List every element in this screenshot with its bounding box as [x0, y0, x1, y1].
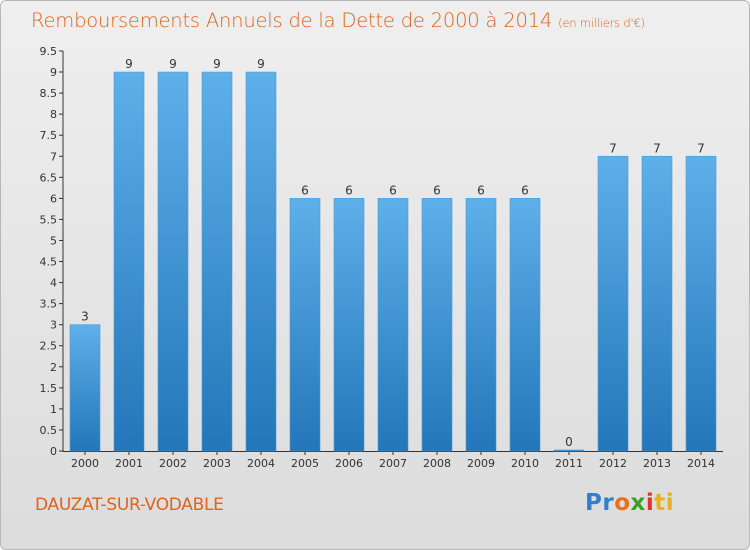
x-tick-label: 2009: [467, 457, 495, 470]
bar-value-label: 9: [257, 57, 265, 71]
bar-value-label: 7: [609, 141, 617, 155]
bar: [333, 198, 365, 452]
bar: [201, 71, 233, 452]
y-tick-label: 9.5: [40, 45, 58, 58]
y-tick-label: 7.5: [40, 129, 58, 142]
bar: [465, 198, 497, 452]
bar-value-label: 6: [521, 183, 529, 197]
x-tick-label: 2000: [71, 457, 99, 470]
y-tick-label: 4.5: [40, 256, 58, 269]
y-tick-label: 3.5: [40, 298, 58, 311]
bar: [641, 155, 673, 452]
y-tick-label: 0: [50, 445, 57, 458]
x-tick-label: 2010: [511, 457, 539, 470]
bar: [597, 155, 629, 452]
y-tick-label: 3: [50, 319, 57, 332]
chart-title: Remboursements Annuels de la Dette de 20…: [31, 9, 645, 32]
y-tick-label: 6.5: [40, 171, 58, 184]
bar-value-label: 6: [433, 183, 441, 197]
y-tick-label: 2.5: [40, 340, 58, 353]
bar: [685, 155, 717, 452]
x-tick-label: 2013: [643, 457, 671, 470]
bar-value-label: 7: [653, 141, 661, 155]
bar: [113, 71, 145, 452]
x-tick-label: 2012: [599, 457, 627, 470]
y-tick-label: 8: [50, 108, 57, 121]
y-tick-label: 0.5: [40, 424, 58, 437]
x-tick-label: 2002: [159, 457, 187, 470]
y-tick-label: 9: [50, 66, 57, 79]
y-tick-label: 7: [50, 150, 57, 163]
bar: [377, 198, 409, 452]
x-tick-label: 2003: [203, 457, 231, 470]
x-tick-label: 2008: [423, 457, 451, 470]
x-tick-label: 2004: [247, 457, 275, 470]
bar: [421, 198, 453, 452]
x-tick-label: 2001: [115, 457, 143, 470]
bar: [553, 449, 585, 452]
y-tick-label: 5.5: [40, 213, 58, 226]
x-tick-label: 2014: [687, 457, 715, 470]
y-tick-label: 6: [50, 192, 57, 205]
x-tick-label: 2006: [335, 457, 363, 470]
bar-value-label: 6: [477, 183, 485, 197]
bar-value-label: 6: [301, 183, 309, 197]
bar-value-label: 6: [389, 183, 397, 197]
bar: [157, 71, 189, 452]
bar-value-label: 6: [345, 183, 353, 197]
x-tick-label: 2005: [291, 457, 319, 470]
y-tick-label: 2: [50, 361, 57, 374]
bar: [509, 198, 541, 452]
bar-value-label: 0: [565, 435, 573, 449]
bar-value-label: 9: [213, 57, 221, 71]
bar-value-label: 9: [169, 57, 177, 71]
bar: [69, 324, 101, 452]
proxiti-logo: Proxiti: [585, 490, 675, 516]
y-tick-label: 8.5: [40, 87, 58, 100]
y-tick-label: 1.5: [40, 382, 58, 395]
y-tick-label: 1: [50, 403, 57, 416]
y-tick-label: 4: [50, 277, 57, 290]
bar: [289, 198, 321, 452]
city-name: DAUZAT-SUR-VODABLE: [35, 495, 224, 515]
bar-value-label: 3: [81, 310, 89, 324]
unit-note: (en milliers d'€): [558, 16, 645, 30]
bar-value-label: 7: [697, 141, 705, 155]
y-tick-label: 5: [50, 234, 57, 247]
bar: [245, 71, 277, 452]
x-tick-label: 2011: [555, 457, 583, 470]
x-tick-label: 2007: [379, 457, 407, 470]
bar-value-label: 9: [125, 57, 133, 71]
